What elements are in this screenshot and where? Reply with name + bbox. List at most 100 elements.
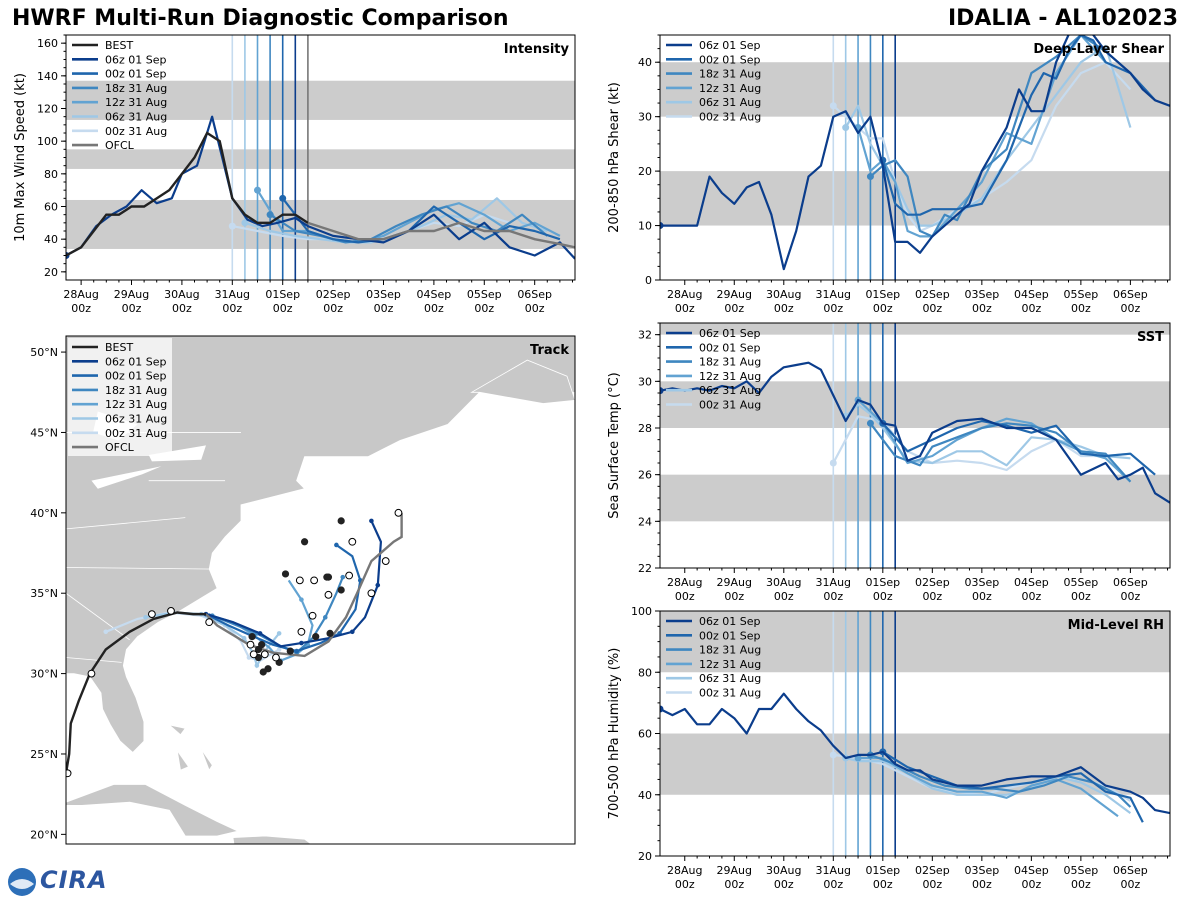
track-forecast-dot	[286, 647, 294, 655]
sst-y-tick-label: 24	[638, 515, 652, 528]
rh-x-tick-label: 02Sep	[915, 864, 950, 877]
track-series-point	[246, 655, 252, 660]
shear-x-tick-label: 31Aug	[816, 288, 851, 301]
rh-x-tick-sublabel: 00z	[675, 878, 695, 891]
intensity-x-tick-label: 31Aug	[215, 288, 250, 301]
intensity-x-tick-label: 04Sep	[417, 288, 452, 301]
intensity-x-tick-label: 02Sep	[316, 288, 351, 301]
sst-x-tick-sublabel: 00z	[1071, 590, 1091, 603]
intensity-legend-label: 06z 01 Sep	[105, 53, 167, 66]
rh-x-tick-sublabel: 00z	[823, 878, 843, 891]
shear-init-point	[866, 173, 874, 181]
sst-x-tick-sublabel: 00z	[1120, 590, 1140, 603]
track-forecast-open-dot	[260, 650, 269, 659]
sst-x-tick-label: 01Sep	[865, 576, 900, 589]
rh-x-tick-sublabel: 00z	[1021, 878, 1041, 891]
intensity-init-point	[228, 222, 236, 230]
track-legend-label: 00z 31 Aug	[105, 427, 167, 440]
shear-init-point	[842, 124, 850, 132]
track-series-point	[294, 648, 299, 654]
track-forecast-dot	[258, 641, 266, 649]
track-border-line	[66, 657, 122, 663]
intensity-y-tick-label: 20	[44, 266, 58, 279]
shear-legend-label: 00z 01 Sep	[699, 53, 761, 66]
track-forecast-dot	[337, 586, 345, 594]
panel-track: 50°N45°N40°N35°N30°N25°N20°NTrackBEST06z…	[30, 335, 576, 845]
track-land-polygon	[232, 835, 312, 844]
shear-x-tick-sublabel: 00z	[774, 302, 794, 315]
intensity-x-tick-sublabel: 00z	[474, 302, 494, 315]
intensity-x-tick-label: 28Aug	[63, 288, 98, 301]
rh-x-tick-label: 31Aug	[816, 864, 851, 877]
track-series-point	[334, 542, 339, 548]
track-forecast-dot	[248, 633, 256, 641]
shear-x-tick-sublabel: 00z	[873, 302, 893, 315]
rh-y-tick-label: 20	[638, 850, 652, 863]
track-forecast-dot	[337, 517, 345, 525]
track-forecast-open-dot	[87, 669, 96, 678]
track-series-point	[340, 574, 346, 580]
rh-x-tick-sublabel: 00z	[873, 878, 893, 891]
cira-logo-text: CIRA	[40, 866, 108, 894]
intensity-y-tick-label: 40	[44, 233, 58, 246]
intensity-legend-label: 12z 31 Aug	[105, 96, 167, 109]
rh-series-line	[660, 692, 1170, 815]
shear-x-tick-sublabel: 00z	[1071, 302, 1091, 315]
track-legend-label: 06z 01 Sep	[105, 355, 167, 368]
rh-x-tick-sublabel: 00z	[972, 878, 992, 891]
intensity-x-tick-sublabel: 00z	[424, 302, 444, 315]
sst-legend-label: 06z 01 Sep	[699, 327, 761, 340]
rh-legend-label: 00z 31 Aug	[699, 687, 761, 700]
intensity-x-tick-sublabel: 00z	[172, 302, 192, 315]
sst-threshold-band	[660, 323, 1170, 335]
intensity-y-tick-label: 120	[37, 103, 58, 116]
track-series-line	[208, 544, 362, 653]
track-forecast-open-dot	[394, 508, 403, 517]
shear-x-tick-sublabel: 00z	[1021, 302, 1041, 315]
sst-x-tick-sublabel: 00z	[823, 590, 843, 603]
rh-threshold-band	[660, 733, 1170, 795]
rh-legend-label: 06z 31 Aug	[699, 672, 761, 685]
track-forecast-open-dot	[381, 557, 390, 565]
shear-series-line	[844, 44, 1132, 227]
sst-init-point	[660, 387, 664, 395]
sst-x-tick-label: 31Aug	[816, 576, 851, 589]
shear-series-line	[869, 35, 1132, 238]
track-lat-label: 45°N	[30, 426, 58, 439]
track-legend-label: 00z 01 Sep	[105, 370, 167, 383]
rh-threshold-band	[660, 611, 1170, 673]
rh-panel-title: Mid-Level RH	[1068, 618, 1164, 633]
track-lake-polygon	[91, 466, 162, 489]
sst-x-tick-sublabel: 00z	[972, 590, 992, 603]
intensity-panel-title: Intensity	[504, 42, 570, 57]
track-land-polygon	[66, 784, 240, 837]
shear-y-tick-label: 0	[645, 274, 652, 287]
sst-legend-label: 00z 31 Aug	[699, 399, 761, 412]
intensity-plot-area	[66, 35, 575, 280]
rh-x-tick-sublabel: 00z	[1120, 878, 1140, 891]
sst-x-tick-label: 04Sep	[1014, 576, 1049, 589]
intensity-threshold-band	[66, 80, 575, 120]
intensity-ofcl-line	[307, 221, 575, 249]
track-series-point	[276, 647, 282, 652]
sst-y-tick-label: 26	[638, 469, 652, 482]
rh-x-tick-sublabel: 00z	[1071, 878, 1091, 891]
sst-y-tick-label: 32	[638, 329, 652, 342]
intensity-legend-label: 06z 31 Aug	[105, 111, 167, 124]
intensity-x-tick-sublabel: 00z	[222, 302, 242, 315]
sst-x-tick-sublabel: 00z	[922, 590, 942, 603]
shear-init-point	[829, 102, 837, 110]
intensity-y-tick-label: 140	[37, 70, 58, 83]
rh-x-tick-sublabel: 00z	[774, 878, 794, 891]
intensity-series-line	[269, 205, 549, 244]
track-series-point	[375, 582, 381, 588]
sst-init-point	[829, 459, 837, 467]
shear-x-tick-label: 30Aug	[766, 288, 801, 301]
track-land-polygon	[176, 750, 190, 771]
intensity-series-line	[66, 115, 575, 260]
track-series-point	[322, 615, 328, 620]
intensity-legend-label: BEST	[105, 39, 133, 52]
figure-title: HWRF Multi-Run Diagnostic Comparison	[12, 6, 509, 31]
intensity-x-tick-label: 05Sep	[467, 288, 502, 301]
